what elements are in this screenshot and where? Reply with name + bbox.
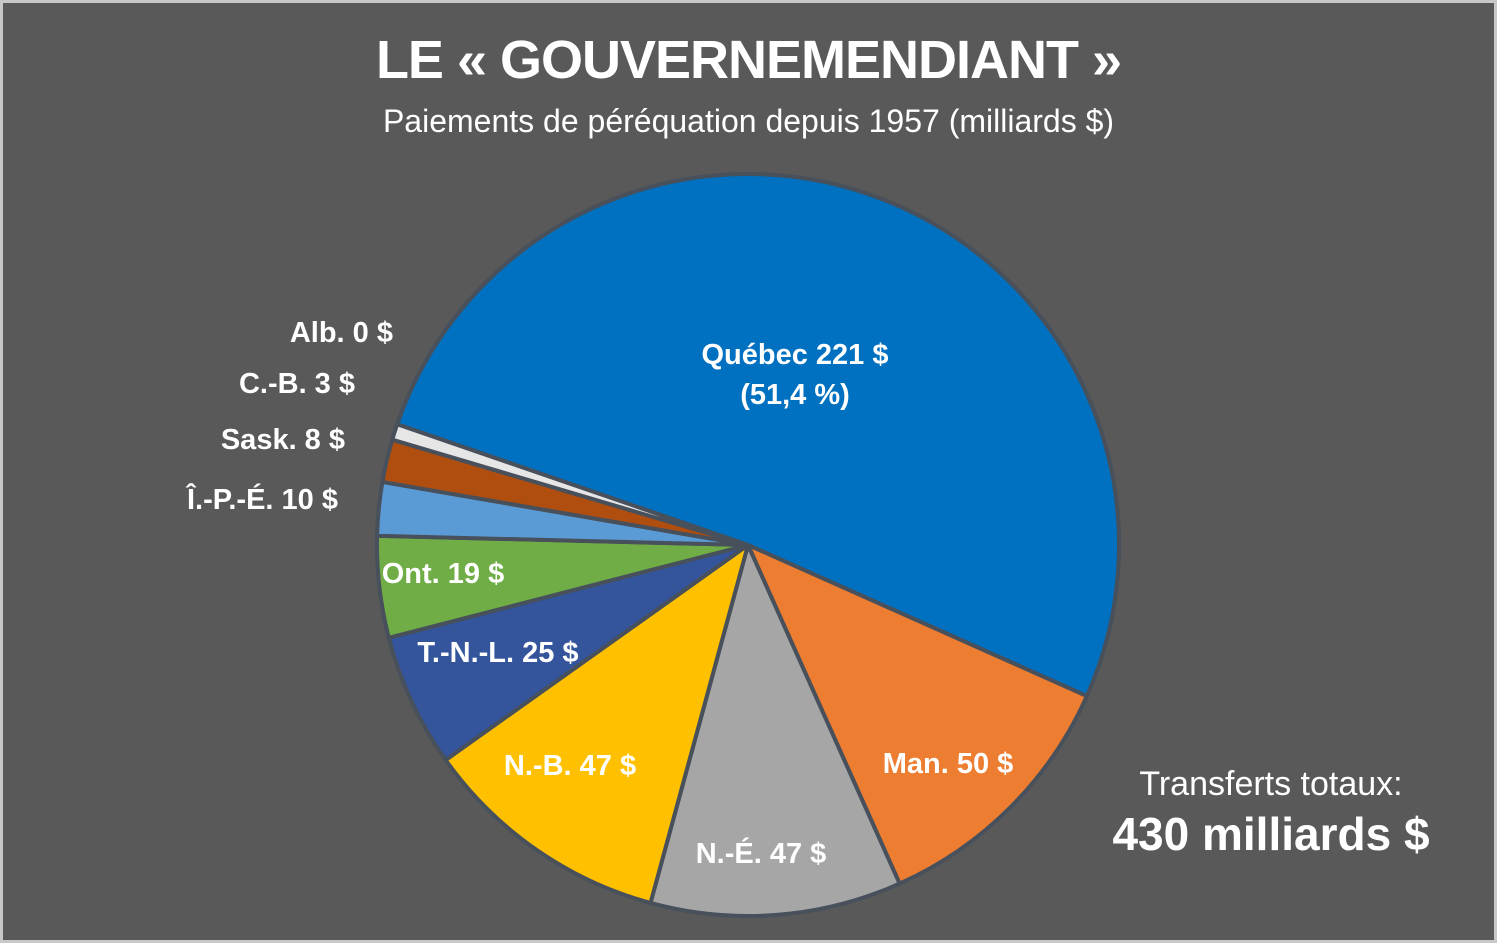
totals-label: Transferts totaux: <box>1139 765 1403 803</box>
slice-label-ne: N.-É. 47 $ <box>695 838 827 870</box>
totals-block: Transferts totaux: 430 milliards $ <box>1088 761 1454 861</box>
pie-slice-qubec <box>395 172 1121 699</box>
page-title: LE « GOUVERNEMENDIANT » <box>375 30 1122 90</box>
slice-label-man: Man. 50 $ <box>882 748 1014 780</box>
slice-label-sask: Sask. 8 $ <box>220 424 345 456</box>
slice-label-nb: N.-B. 47 $ <box>503 750 637 782</box>
page-subtitle: Paiements de péréquation depuis 1957 (mi… <box>382 103 1115 139</box>
pie-slice-nb <box>443 543 750 905</box>
pie-slice-tnl <box>386 543 750 763</box>
slice-label-quebec-value: Québec 221 $ <box>701 339 889 371</box>
slice-label-ipe: Î.-P.-É. 10 $ <box>187 484 338 516</box>
pie-slice-man <box>746 543 1089 886</box>
slice-label-alb: Alb. 0 $ <box>289 317 393 349</box>
slice-label-tnl: T.-N.-L. 25 $ <box>417 637 579 669</box>
totals-value: 430 milliards $ <box>1112 808 1430 860</box>
pie-slice-n <box>648 543 902 918</box>
slice-label-cb: C.-B. 3 $ <box>238 368 355 400</box>
pie-chart <box>375 172 1121 918</box>
slice-label-quebec: Québec 221 $ (51,4 %) <box>702 335 889 415</box>
pie-slice-cb <box>390 422 750 547</box>
slice-label-quebec-percent: (51,4 %) <box>740 379 850 411</box>
slice-label-ont: Ont. 19 $ <box>381 558 505 590</box>
